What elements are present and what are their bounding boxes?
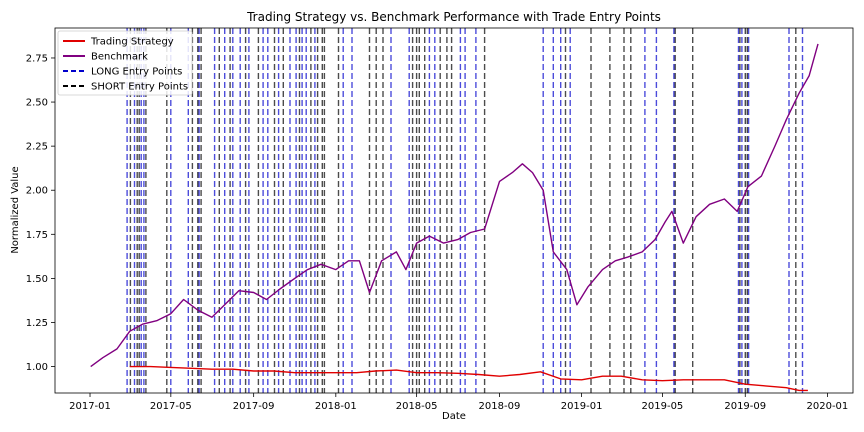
y-tick-label: 2.50 [26, 98, 48, 109]
y-tick-label: 1.75 [26, 230, 48, 241]
chart-title: Trading Strategy vs. Benchmark Performan… [246, 10, 661, 24]
y-tick-label: 2.75 [26, 53, 48, 64]
legend-label: Benchmark [91, 52, 148, 63]
x-tick-label: 2017-05 [150, 401, 192, 412]
x-tick-label: 2019-01 [561, 401, 603, 412]
x-tick-label: 2020-01 [807, 401, 849, 412]
y-tick-label: 1.25 [26, 318, 48, 329]
y-axis: 1.00 1.25 1.50 1.75 2.00 2.25 2.50 2.75 [26, 53, 55, 373]
plot-frame [54, 27, 854, 394]
x-tick-label: 2017-09 [233, 401, 275, 412]
entry-lines-group [126, 28, 804, 393]
y-tick-label: 2.25 [26, 142, 48, 153]
y-tick-label: 1.50 [26, 274, 48, 285]
x-tick-label: 2018-09 [479, 401, 521, 412]
x-tick-label: 2017-01 [69, 401, 111, 412]
series-group [90, 43, 819, 392]
legend-label: LONG Entry Points [91, 67, 182, 78]
y-tick-label: 2.00 [26, 186, 48, 197]
x-axis: 2017-01 2017-05 2017-09 2018-01 2018-05 2018-… [69, 393, 848, 412]
legend-box [57, 30, 193, 96]
x-tick-label: 2018-05 [396, 401, 438, 412]
x-axis-title: Date [442, 411, 466, 422]
legend-label: Trading Strategy [90, 37, 174, 48]
y-axis-title: Normalized Value [10, 166, 21, 253]
benchmark-line [90, 43, 819, 368]
legend-label: SHORT Entry Points [91, 82, 188, 93]
strategy-line [129, 365, 808, 392]
x-tick-label: 2019-09 [724, 401, 766, 412]
legend: Trading Strategy Benchmark LONG Entry Poin… [57, 30, 193, 96]
x-tick-label: 2018-01 [315, 401, 357, 412]
y-tick-label: 1.00 [26, 362, 48, 373]
x-tick-label: 2019-05 [642, 401, 684, 412]
